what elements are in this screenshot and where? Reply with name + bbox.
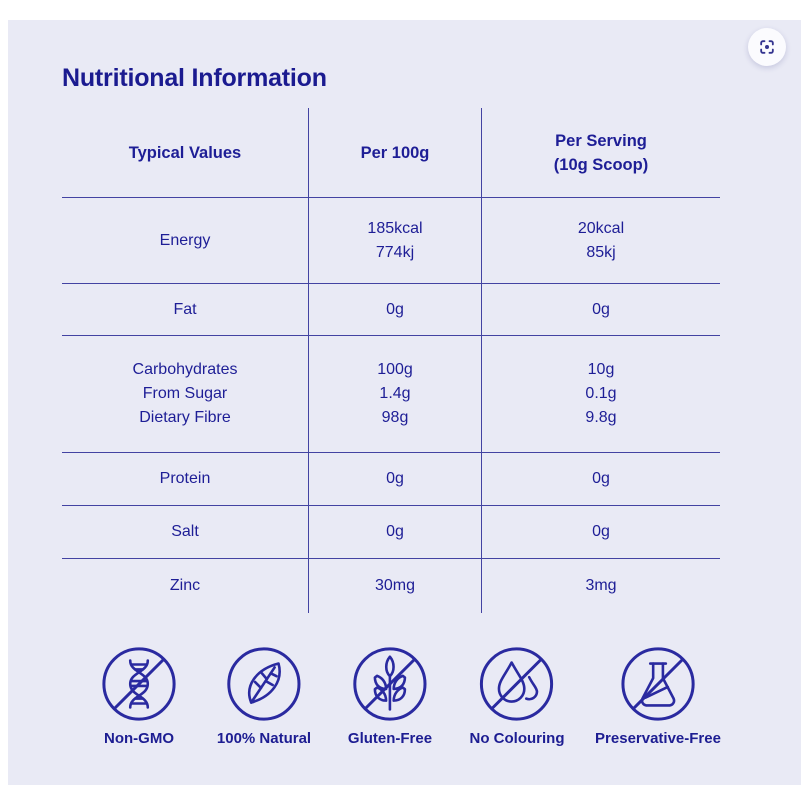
- per-serving-cell: 0g: [592, 300, 610, 318]
- badge-no-colouring: No Colouring: [469, 645, 565, 747]
- droplets-crossed-icon: [478, 645, 556, 723]
- nutrition-table: Typical Values Per 100g Per Serving (10g…: [62, 108, 720, 613]
- per-100g-cell: 0g: [308, 453, 482, 505]
- per-serving-cell: 10g 0.1g 9.8g: [585, 361, 617, 426]
- table-row-protein: Protein 0g 0g: [62, 453, 720, 506]
- badge-gluten-free: Gluten-Free: [348, 645, 432, 747]
- dna-crossed-icon: [100, 645, 178, 723]
- row-label-cell: Zinc: [169, 577, 201, 594]
- row-label-cell: Carbohydrates From Sugar Dietary Fibre: [132, 361, 238, 426]
- camera-scan-button[interactable]: [748, 28, 786, 66]
- per-serving-cell: 0g: [592, 470, 610, 487]
- row-label-cell: Salt: [171, 523, 199, 540]
- table-row-energy: Energy 185kcal 774kj 20kcal 85kj: [62, 198, 720, 284]
- flask-crossed-icon: [619, 645, 697, 723]
- table-row-zinc: Zinc 30mg 3mg: [62, 559, 720, 613]
- wheat-crossed-icon: [351, 645, 429, 723]
- per-100g-cell: 185kcal 774kj: [308, 198, 482, 283]
- row-label-cell: Protein: [159, 470, 211, 487]
- column-header-per-serving: Per Serving (10g Scoop): [553, 131, 649, 174]
- table-header-row: Typical Values Per 100g Per Serving (10g…: [62, 108, 720, 198]
- table-row-salt: Salt 0g 0g: [62, 506, 720, 559]
- badge-label: Gluten-Free: [347, 730, 433, 747]
- table-row-carbohydrates: Carbohydrates From Sugar Dietary Fibre 1…: [62, 336, 720, 453]
- table-row-fat: Fat 0g 0g: [62, 284, 720, 336]
- row-label-cell: Fat: [173, 300, 197, 318]
- per-100g-cell: 0g: [308, 506, 482, 558]
- per-100g-cell: 30mg: [308, 559, 482, 613]
- nutrition-panel: Nutritional Information Typical Values P…: [8, 20, 801, 785]
- per-100g-cell: 0g: [308, 284, 482, 335]
- badge-label: Preservative-Free: [595, 730, 721, 747]
- per-serving-cell: 0g: [592, 523, 610, 540]
- page-title: Nutritional Information: [62, 64, 327, 92]
- badge-label: Non-GMO: [104, 730, 174, 747]
- per-serving-cell: 20kcal 85kj: [577, 219, 625, 261]
- column-header-per-100g: Per 100g: [308, 108, 482, 197]
- camera-scan-icon: [760, 40, 774, 54]
- leaf-icon: [225, 645, 303, 723]
- per-serving-cell: 3mg: [585, 577, 617, 594]
- badge-preservative-free: Preservative-Free: [595, 645, 721, 747]
- badge-label: 100% Natural: [216, 730, 312, 747]
- column-header-typical-values: Typical Values: [128, 143, 242, 162]
- row-label-cell: Energy: [159, 231, 211, 249]
- badge-label: No Colouring: [469, 730, 565, 747]
- per-100g-cell: 100g 1.4g 98g: [308, 336, 482, 452]
- badge-100-natural: 100% Natural: [217, 645, 311, 747]
- badge-non-gmo: Non-GMO: [100, 645, 178, 747]
